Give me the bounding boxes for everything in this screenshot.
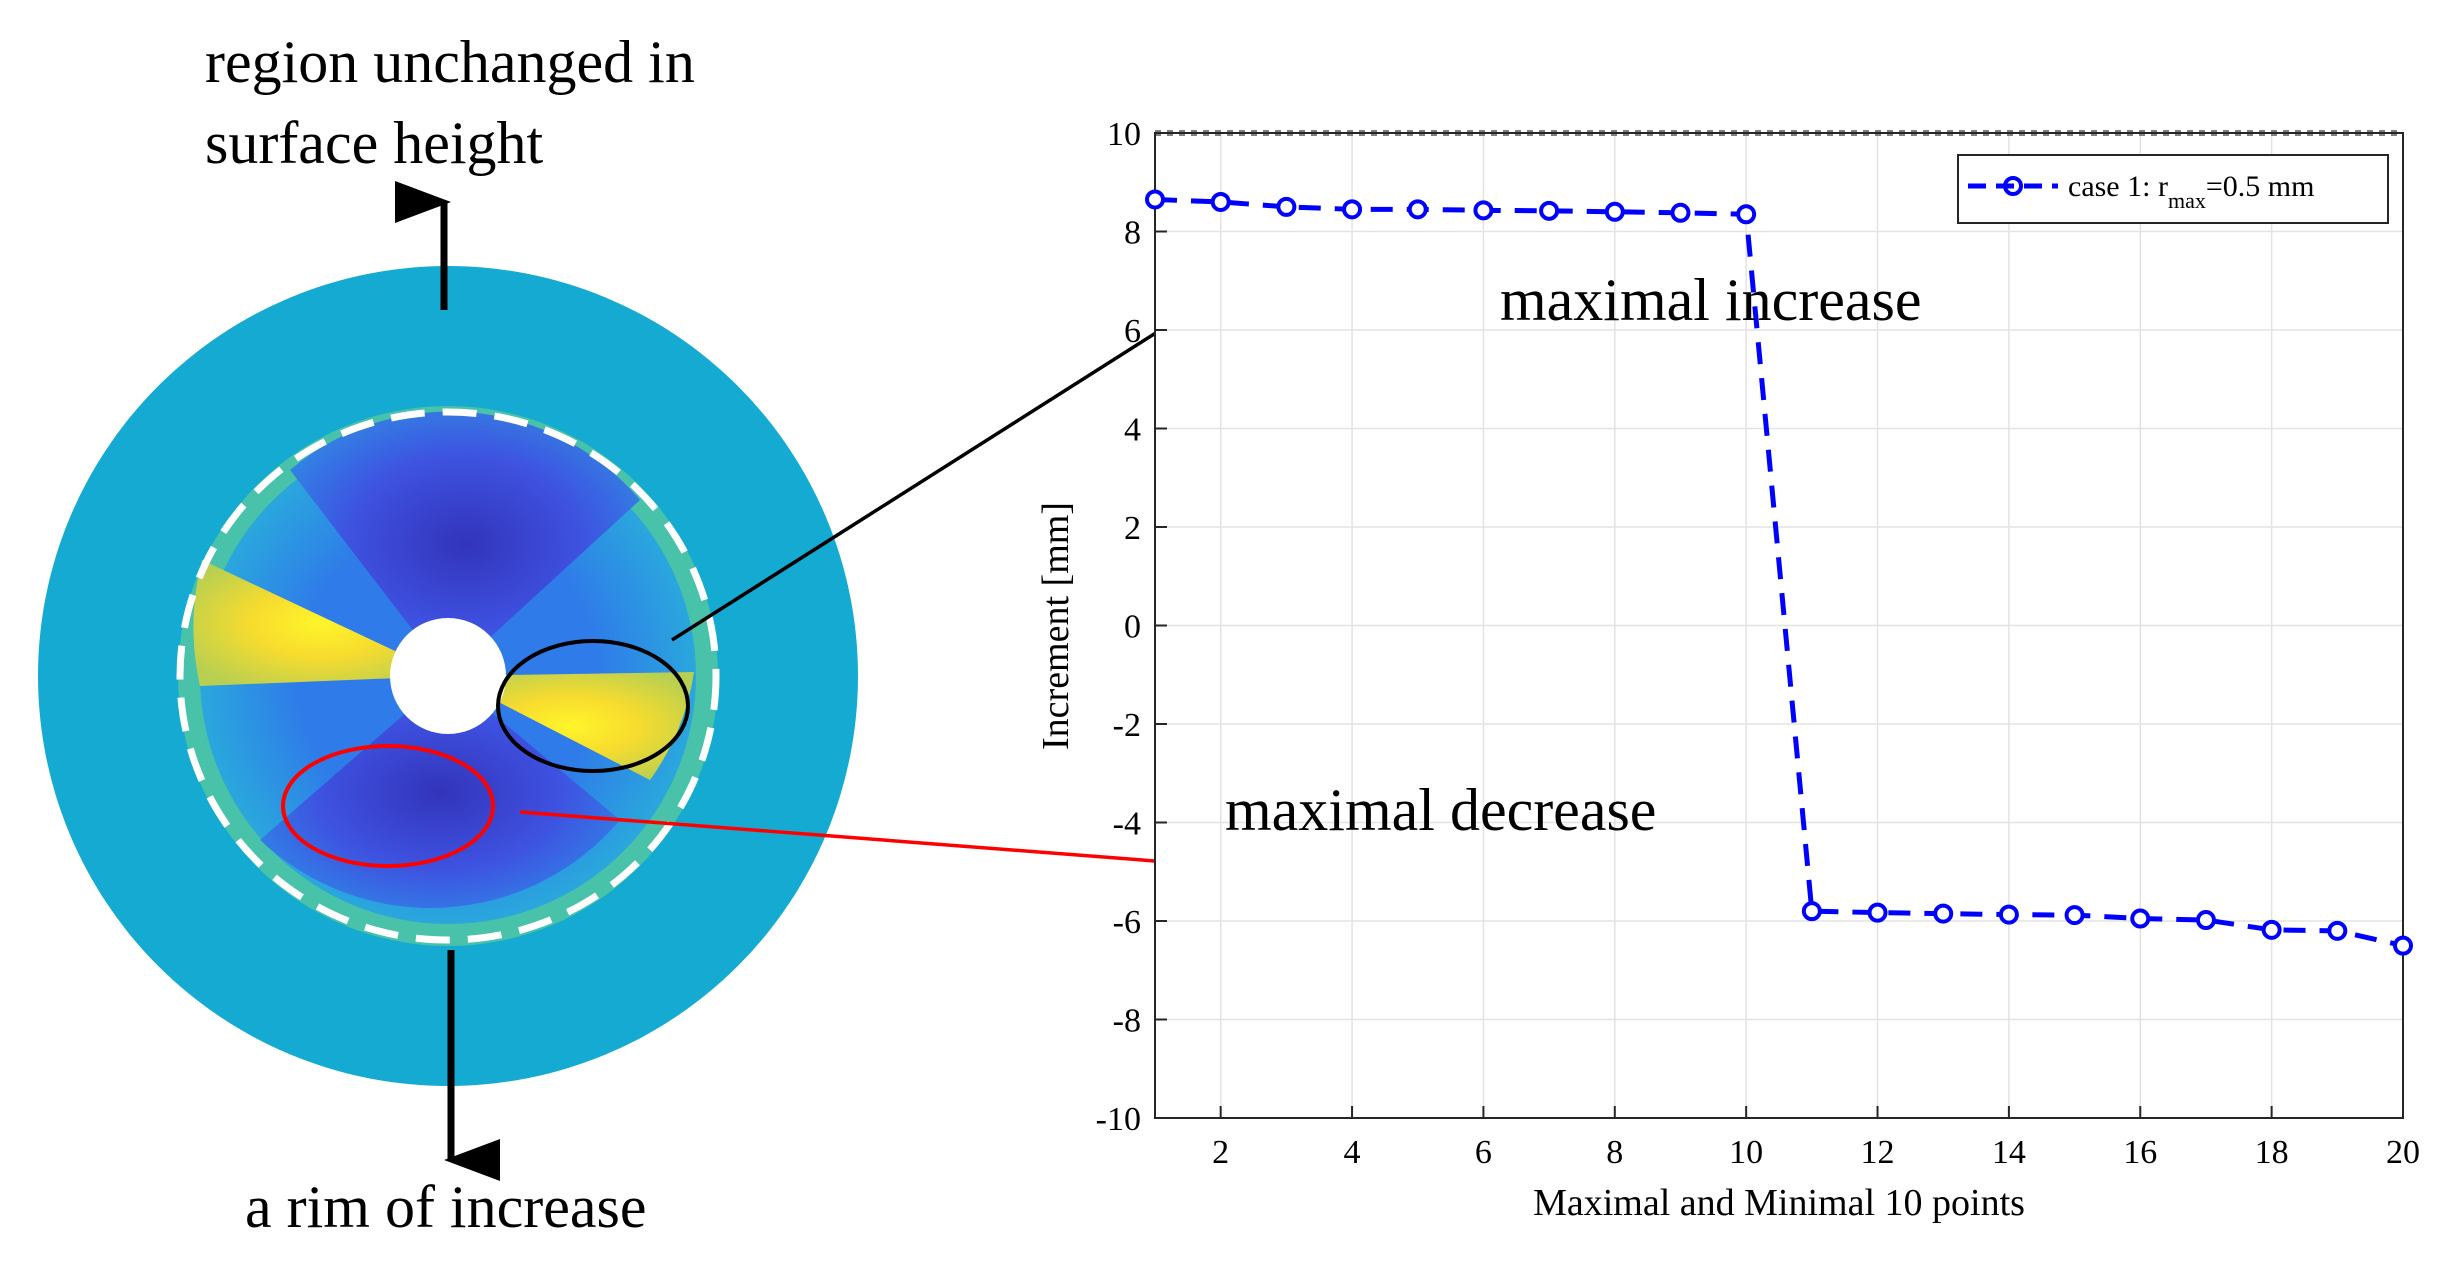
legend-marker [2003,176,2023,196]
y-tick-label: 2 [1124,510,1141,547]
x-tick-label: 4 [1344,1134,1361,1171]
data-point [2195,910,2216,931]
x-tick-label: 20 [2386,1134,2420,1171]
y-tick-label: 6 [1124,313,1141,350]
data-point [1407,199,1428,220]
data-point [1473,200,1494,221]
y-tick-label: -2 [1113,707,1141,744]
y-axis-ticks: 10 8 6 4 2 0 -2 -4 -6 -8 -10 [1096,116,1167,1138]
decrease-lobe-bottom [260,676,620,908]
y-tick-label: 10 [1107,116,1141,153]
x-tick-label: 18 [2255,1134,2289,1171]
data-point [1210,191,1231,212]
data-point [1539,200,1560,221]
max-increase-ellipse [496,639,690,773]
y-tick-label: 8 [1124,215,1141,252]
max-decrease-ellipse [281,744,495,868]
x-tick-label: 10 [1729,1134,1763,1171]
center-hole [390,618,506,734]
decrease-lobe-top [290,411,640,676]
y-tick-label: -8 [1113,1003,1141,1040]
max-decrease-label: maximal decrease [1225,777,1656,843]
data-point [2261,919,2282,940]
region-label-line1: region unchanged in [205,29,695,95]
x-tick-label: 8 [1606,1134,1623,1171]
data-point [1604,201,1625,222]
data-point [2130,908,2151,929]
y-tick-label: -6 [1113,904,1141,941]
data-point [2064,905,2085,926]
x-tick-label: 12 [1861,1134,1895,1171]
y-axis-label: Increment [mm] [1035,502,1077,750]
y-tick-label: 0 [1124,609,1141,646]
data-point [2393,935,2413,956]
data-point [1342,199,1363,220]
data-point [1670,202,1691,223]
x-axis-ticks: 2 4 6 8 10 12 14 16 18 20 [1212,1106,2420,1171]
data-point [1998,904,2019,925]
data-point [1736,204,1757,225]
data-point [1933,903,1954,924]
x-tick-label: 6 [1475,1134,1492,1171]
legend-box [1957,154,2389,224]
series-case-1 [1145,189,2413,956]
rim-label: a rim of increase [245,1174,646,1240]
data-point [1867,902,1888,923]
legend: case 1: rmax=0.5 mm [1957,154,2389,224]
x-tick-label: 16 [2123,1134,2157,1171]
increase-wedge-right [448,672,694,780]
x-axis-label: Maximal and Minimal 10 points [1533,1182,2025,1224]
data-point [2327,920,2348,941]
legend-suffix: =0.5 mm [2206,170,2315,203]
legend-name: case 1: r [2068,170,2168,203]
data-point [1276,196,1297,217]
max-increase-label: maximal increase [1500,267,1921,333]
data-point [1801,901,1822,922]
surface-disc [38,266,858,1086]
increase-wedge-left [193,560,448,686]
y-tick-label: -4 [1113,806,1141,843]
data-point [1145,189,1165,210]
rim-boundary [176,408,720,944]
legend-subscript: max [2168,188,2206,213]
x-tick-label: 14 [1992,1134,2026,1171]
y-tick-label: 4 [1124,412,1141,449]
series-line [1154,196,2404,949]
region-label-line2: surface height [205,110,544,176]
legend-label: case 1: rmax=0.5 mm [2068,170,2314,213]
x-tick-label: 2 [1212,1134,1229,1171]
y-tick-label: -10 [1096,1101,1141,1138]
